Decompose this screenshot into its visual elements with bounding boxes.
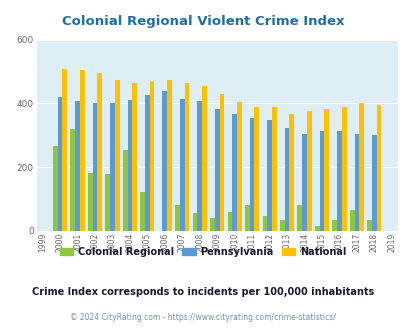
Bar — [319, 131, 324, 231]
Bar — [97, 73, 102, 231]
Bar — [306, 111, 311, 231]
Bar — [175, 206, 179, 231]
Bar — [254, 107, 258, 231]
Bar — [214, 109, 219, 231]
Bar — [75, 101, 80, 231]
Bar — [271, 107, 276, 231]
Bar — [314, 226, 319, 231]
Bar — [262, 216, 266, 231]
Bar — [301, 134, 306, 231]
Bar — [341, 107, 346, 231]
Bar — [115, 80, 119, 231]
Bar — [219, 94, 224, 231]
Bar — [58, 97, 62, 231]
Bar — [197, 101, 202, 231]
Bar — [324, 109, 328, 231]
Bar — [367, 220, 371, 231]
Bar — [358, 103, 363, 231]
Bar — [184, 82, 189, 231]
Bar — [237, 102, 241, 231]
Bar — [53, 147, 58, 231]
Bar — [149, 82, 154, 231]
Bar — [245, 206, 249, 231]
Bar — [80, 70, 84, 231]
Text: Colonial Regional Violent Crime Index: Colonial Regional Violent Crime Index — [62, 15, 343, 28]
Bar — [289, 114, 293, 231]
Bar — [354, 134, 358, 231]
Bar — [123, 150, 127, 231]
Text: Crime Index corresponds to incidents per 100,000 inhabitants: Crime Index corresponds to incidents per… — [32, 287, 373, 297]
Bar — [371, 135, 376, 231]
Bar — [87, 173, 92, 231]
Text: © 2024 CityRating.com - https://www.cityrating.com/crime-statistics/: © 2024 CityRating.com - https://www.city… — [70, 313, 335, 322]
Bar — [127, 100, 132, 231]
Bar — [110, 103, 115, 231]
Bar — [232, 114, 237, 231]
Bar — [279, 220, 284, 231]
Bar — [140, 192, 145, 231]
Bar — [145, 95, 149, 231]
Bar — [210, 218, 214, 231]
Bar — [336, 131, 341, 231]
Bar — [105, 174, 110, 231]
Bar — [284, 128, 289, 231]
Bar — [62, 69, 67, 231]
Bar — [162, 91, 167, 231]
Bar — [92, 103, 97, 231]
Bar — [202, 86, 206, 231]
Bar — [297, 206, 301, 231]
Bar — [349, 210, 354, 231]
Bar — [249, 118, 254, 231]
Bar — [70, 129, 75, 231]
Bar — [332, 220, 336, 231]
Bar — [227, 213, 232, 231]
Bar — [132, 83, 136, 231]
Bar — [167, 80, 171, 231]
Bar — [266, 120, 271, 231]
Legend: Colonial Regional, Pennsylvania, National: Colonial Regional, Pennsylvania, Nationa… — [55, 243, 350, 261]
Bar — [179, 99, 184, 231]
Bar — [192, 214, 197, 231]
Bar — [376, 105, 381, 231]
